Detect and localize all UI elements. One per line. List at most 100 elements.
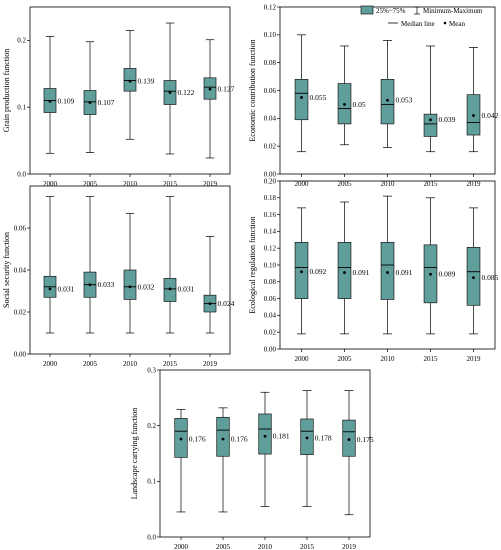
x-tick-label: 2019	[203, 360, 218, 368]
mean-value-label: 0.175	[357, 435, 374, 444]
mean-dot	[429, 272, 432, 276]
x-tick-label: 2019	[467, 355, 482, 363]
x-tick-label: 2015	[424, 180, 439, 188]
legend: 25%~75% Minimum-Maximum Median line Mean	[360, 5, 483, 28]
mean-dot	[386, 271, 389, 274]
legend-median-label: Median line	[401, 20, 435, 28]
box-2015: 0.089 2015	[424, 197, 456, 363]
mean-dot	[208, 302, 212, 305]
mean-dot	[343, 103, 346, 106]
x-tick-label: 2015	[163, 180, 178, 188]
mean-value-label: 0.176	[189, 435, 206, 444]
y-tick-label: 0.06	[14, 224, 27, 232]
y-tick-label: 0.00	[14, 350, 27, 358]
box-2015: 0.039 2015	[423, 45, 456, 188]
box-2010: 0.139 2010	[123, 30, 155, 188]
iqr-box	[423, 113, 438, 137]
x-tick-label: 2000	[43, 180, 58, 188]
mean-dot	[472, 276, 475, 279]
iqr-box	[216, 416, 230, 457]
box-2019: 0.127 2019	[203, 39, 235, 188]
iqr-box	[294, 79, 309, 121]
x-tick-label: 2015	[163, 360, 178, 368]
mean-value-label: 0.109	[58, 97, 75, 106]
mean-dot	[208, 87, 212, 91]
box-2015: 0.178 2015	[300, 390, 332, 550]
mean-value-label: 0.178	[315, 433, 332, 442]
iqr-box	[123, 269, 137, 300]
box-2010: 0.032 2010	[123, 212, 155, 368]
x-tick-label: 2005	[338, 355, 353, 363]
box-2000: 0.176 2000	[174, 409, 206, 550]
mean-value-label: 0.089	[438, 270, 455, 279]
mean-dot	[429, 118, 432, 122]
y-tick-label: 0.02	[264, 329, 277, 337]
mean-value-label: 0.122	[178, 88, 195, 97]
x-tick-label: 2019	[342, 543, 357, 550]
mean-value-label: 0.031	[178, 284, 195, 293]
box-2005: 0.05 2005	[338, 45, 366, 188]
x-tick-label: 2015	[300, 543, 315, 550]
box-2019: 0.042 2019	[467, 47, 499, 188]
x-tick-label: 2010	[381, 180, 396, 188]
y-tick-label: 0.3	[147, 366, 156, 374]
x-tick-label: 2000	[43, 360, 58, 368]
x-tick-label: 2010	[381, 355, 396, 363]
box-2005: 0.033 2005	[83, 196, 115, 368]
y-tick-label: 0.12	[264, 3, 277, 11]
y-tick-label: 0.0	[147, 533, 156, 541]
x-tick-label: 2019	[467, 180, 482, 188]
y-tick-label: 0.02	[264, 142, 277, 150]
box-2000: 0.092 2000	[295, 207, 327, 363]
mean-dot	[305, 436, 309, 440]
y-axis-title: Social security function	[2, 232, 11, 308]
mean-dot	[128, 79, 132, 83]
mean-value-label: 0.024	[218, 299, 235, 308]
box-2000: 0.109 2000	[43, 36, 75, 188]
box-2005: 0.107 2005	[83, 41, 115, 188]
mean-value-label: 0.042	[481, 111, 498, 120]
box-2000: 0.055 2000	[294, 34, 327, 188]
mean-dot	[343, 271, 346, 274]
y-tick-label: 0.14	[264, 228, 277, 236]
y-tick-label: 0.12	[264, 245, 277, 253]
y-tick-label: 0.02	[14, 308, 27, 316]
x-tick-label: 2005	[216, 543, 231, 550]
panel-5: 0.0 0.1 0.2 0.3 Landscape carrying function 0…	[130, 366, 374, 550]
x-tick-label: 2000	[295, 180, 310, 188]
iqr-box	[337, 241, 352, 299]
iqr-box	[380, 241, 395, 300]
mean-value-label: 0.039	[438, 115, 455, 124]
box-2005: 0.176 2005	[216, 407, 248, 550]
x-tick-label: 2005	[338, 180, 353, 188]
mean-value-label: 0.091	[352, 268, 369, 277]
x-tick-label: 2000	[174, 543, 189, 550]
box-2015: 0.031 2015	[163, 196, 195, 368]
mean-value-label: 0.092	[309, 267, 326, 276]
y-tick-label: 0.1	[17, 104, 26, 112]
legend-iqr-swatch	[360, 5, 374, 15]
y-tick-label: 0.18	[264, 194, 277, 202]
x-tick-label: 2019	[203, 180, 218, 188]
mean-dot	[88, 283, 92, 287]
y-axis-title: Ecological regulation function	[248, 216, 257, 313]
legend-mean-label: Mean	[449, 20, 465, 28]
mean-dot	[168, 91, 172, 94]
x-tick-label: 2015	[424, 355, 439, 363]
mean-value-label: 0.032	[138, 282, 155, 291]
y-tick-label: 0.06	[264, 87, 277, 95]
mean-value-label: 0.033	[98, 280, 115, 289]
legend-range-label: Minimum-Maximum	[423, 7, 483, 15]
mean-dot	[48, 99, 52, 103]
box-2000: 0.031 2000	[43, 196, 75, 368]
box-2019: 0.175 2019	[342, 390, 374, 550]
mean-dot	[472, 114, 475, 117]
x-tick-label: 2005	[83, 180, 98, 188]
mean-dot	[128, 285, 132, 289]
x-tick-label: 2005	[83, 360, 98, 368]
y-tick-label: 0.2	[17, 37, 26, 45]
y-axis-title: Economic contribution function	[248, 39, 257, 141]
y-tick-label: 0.08	[264, 59, 277, 67]
y-tick-label: 0.1	[147, 478, 156, 486]
mean-value-label: 0.031	[58, 284, 75, 293]
